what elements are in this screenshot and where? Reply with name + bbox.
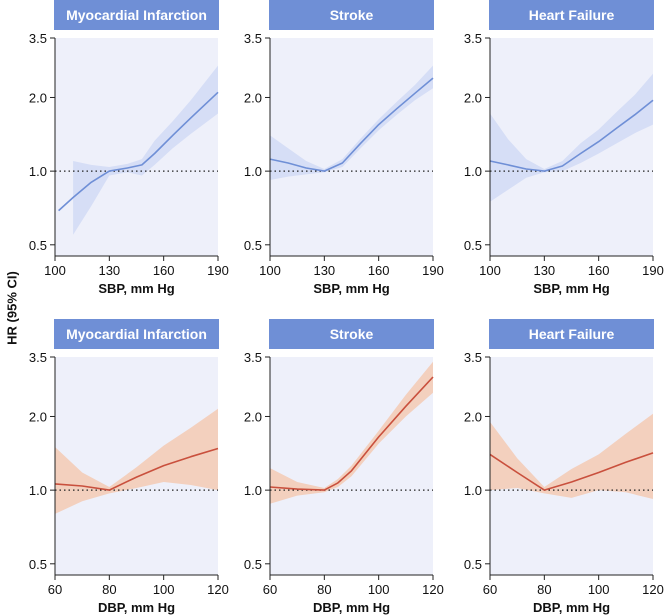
chart-panel-1: Myocardial Infarction 0.5 1.0 2.0 3.5 100 130 1… bbox=[29, 0, 229, 296]
x-tick-label: 100 bbox=[368, 582, 390, 597]
x-tick-label: 160 bbox=[368, 263, 390, 278]
confidence-band bbox=[270, 65, 433, 180]
chart-panel-3: Heart Failure 0.5 1.0 2.0 3.5 100 130 160 190 SBP… bbox=[464, 0, 664, 296]
x-tick-label: 190 bbox=[422, 263, 444, 278]
panel-title: Myocardial Infarction bbox=[66, 326, 207, 342]
panel-title: Stroke bbox=[330, 7, 374, 23]
panel-title: Heart Failure bbox=[529, 7, 615, 23]
chart-panels: Myocardial Infarction 0.5 1.0 2.0 3.5 100 130 1… bbox=[29, 0, 664, 615]
chart-panel-2: Stroke 0.5 1.0 2.0 3.5 100 130 160 190 SBP, mm Hg bbox=[244, 0, 444, 296]
x-tick-label: 130 bbox=[98, 263, 120, 278]
x-tick-label: 60 bbox=[483, 582, 497, 597]
x-tick-label: 100 bbox=[588, 582, 610, 597]
panel-header bbox=[269, 319, 434, 349]
x-axis-label: DBP, mm Hg bbox=[98, 600, 175, 615]
x-axis-label: SBP, mm Hg bbox=[313, 281, 389, 296]
x-tick-label: 100 bbox=[44, 263, 66, 278]
plot-area bbox=[270, 38, 433, 256]
y-tick-label: 3.5 bbox=[244, 31, 262, 46]
y-tick-label: 3.5 bbox=[464, 31, 482, 46]
chart-panel-5: Stroke 0.5 1.0 2.0 3.5 60 80 100 120 DBP, mm Hg bbox=[244, 319, 444, 615]
x-tick-label: 80 bbox=[317, 582, 331, 597]
x-tick-label: 120 bbox=[422, 582, 444, 597]
y-tick-label: 0.5 bbox=[244, 557, 262, 572]
y-tick-label: 1.0 bbox=[244, 483, 262, 498]
y-tick-label: 1.0 bbox=[244, 164, 262, 179]
y-tick-label: 1.0 bbox=[464, 483, 482, 498]
plot-area bbox=[490, 38, 653, 256]
chart-panel-6: Heart Failure 0.5 1.0 2.0 3.5 60 80 100 120 DBP, … bbox=[464, 319, 664, 615]
hazard-ratio-line bbox=[54, 447, 219, 491]
y-tick-label: 3.5 bbox=[244, 350, 262, 365]
y-tick-label: 1.0 bbox=[29, 483, 47, 498]
confidence-band bbox=[490, 413, 653, 499]
x-tick-label: 160 bbox=[153, 263, 175, 278]
panel-header bbox=[489, 319, 654, 349]
x-tick-label: 160 bbox=[588, 263, 610, 278]
panel-header bbox=[269, 0, 434, 30]
y-tick-label: 0.5 bbox=[464, 557, 482, 572]
y-tick-label: 3.5 bbox=[29, 350, 47, 365]
panel-header bbox=[54, 319, 219, 349]
panel-title: Myocardial Infarction bbox=[66, 7, 207, 23]
chart-panel-4: Myocardial Infarction 0.5 1.0 2.0 3.5 60 80 100… bbox=[29, 319, 229, 615]
x-axis-label: SBP, mm Hg bbox=[98, 281, 174, 296]
y-tick-label: 1.0 bbox=[464, 164, 482, 179]
x-tick-label: 130 bbox=[313, 263, 335, 278]
y-tick-label: 2.0 bbox=[464, 409, 482, 424]
x-tick-label: 120 bbox=[207, 582, 229, 597]
x-axis-label: SBP, mm Hg bbox=[533, 281, 609, 296]
y-tick-label: 3.5 bbox=[29, 31, 47, 46]
panel-title: Heart Failure bbox=[529, 326, 615, 342]
y-tick-label: 2.0 bbox=[244, 409, 262, 424]
x-tick-label: 80 bbox=[537, 582, 551, 597]
x-tick-label: 190 bbox=[642, 263, 664, 278]
y-tick-label: 2.0 bbox=[29, 90, 47, 105]
y-tick-label: 2.0 bbox=[29, 409, 47, 424]
x-tick-label: 100 bbox=[153, 582, 175, 597]
x-tick-label: 60 bbox=[263, 582, 277, 597]
y-tick-label: 0.5 bbox=[29, 238, 47, 253]
x-axis-label: DBP, mm Hg bbox=[533, 600, 610, 615]
x-tick-label: 60 bbox=[48, 582, 62, 597]
panel-header bbox=[54, 0, 219, 30]
y-tick-label: 2.0 bbox=[464, 90, 482, 105]
x-tick-label: 190 bbox=[207, 263, 229, 278]
x-tick-label: 120 bbox=[642, 582, 664, 597]
hazard-ratio-line bbox=[58, 91, 219, 212]
hazard-ratio-line bbox=[269, 376, 434, 491]
y-tick-label: 0.5 bbox=[29, 557, 47, 572]
y-tick-label: 1.0 bbox=[29, 164, 47, 179]
x-tick-label: 80 bbox=[102, 582, 116, 597]
hazard-ratio-line bbox=[489, 99, 654, 172]
y-tick-label: 0.5 bbox=[464, 238, 482, 253]
confidence-band bbox=[270, 361, 433, 504]
panel-title: Stroke bbox=[330, 326, 374, 342]
y-tick-label: 3.5 bbox=[464, 350, 482, 365]
panel-header bbox=[489, 0, 654, 30]
shared-y-axis-label: HR (95% CI) bbox=[4, 271, 19, 345]
hazard-ratio-line bbox=[269, 77, 434, 172]
x-axis-label: DBP, mm Hg bbox=[313, 600, 390, 615]
hazard-ratio-line bbox=[489, 452, 654, 491]
x-tick-label: 100 bbox=[259, 263, 281, 278]
x-tick-label: 130 bbox=[533, 263, 555, 278]
y-tick-label: 0.5 bbox=[244, 238, 262, 253]
x-tick-label: 100 bbox=[479, 263, 501, 278]
y-tick-label: 2.0 bbox=[244, 90, 262, 105]
